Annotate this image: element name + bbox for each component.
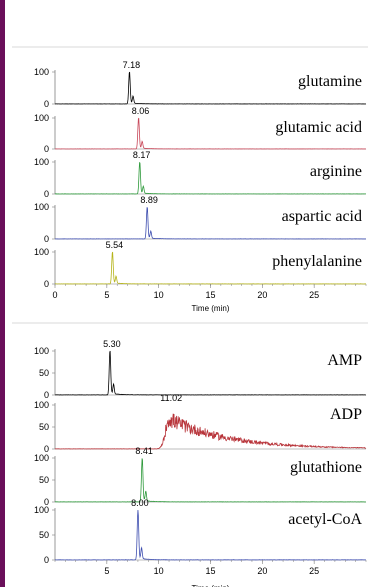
- peak-time-label: 7.18: [123, 60, 141, 70]
- panel-glutamic-acid: 0 100 8.06 glutamic acid: [34, 106, 367, 154]
- series-trace: [54, 458, 367, 503]
- y-tick-label: 50: [39, 530, 49, 540]
- panel-glutamine: 0 100 7.18 glutamine: [34, 60, 367, 109]
- compound-name-label: phenylalanine: [272, 253, 362, 270]
- compound-name-label: acetyl-CoA: [288, 511, 362, 528]
- x-tick-label: 25: [309, 290, 319, 300]
- x-tick-label: 15: [205, 566, 215, 576]
- series-trace: [54, 207, 367, 240]
- y-tick-label: 50: [39, 422, 49, 432]
- panel-arginine: 0 100 8.17 arginine: [34, 150, 366, 199]
- series-trace: [54, 350, 367, 396]
- y-tick-label: 100: [34, 67, 49, 77]
- compound-name-label: ADP: [330, 406, 362, 423]
- y-tick-label: 100: [34, 505, 49, 515]
- panel-aspartic-acid: 0 100 8.89 aspartic acid: [34, 195, 367, 244]
- nucleotide-chromatograms: 0501005.30AMP05010011.02ADP0501008.41glu…: [34, 339, 367, 587]
- y-tick-label: 0: [44, 144, 49, 154]
- compound-name-label: arginine: [310, 163, 362, 180]
- y-tick-label: 0: [44, 555, 49, 565]
- y-tick-label: 0: [44, 189, 49, 199]
- peak-time-label: 8.06: [132, 106, 150, 116]
- series-trace: [54, 117, 367, 150]
- compound-name-label: glutamic acid: [275, 119, 362, 136]
- x-tick-label: 5: [104, 290, 109, 300]
- y-tick-label: 0: [44, 234, 49, 244]
- y-tick-label: 100: [34, 400, 49, 410]
- peak-time-label: 8.00: [131, 498, 149, 508]
- series-trace: [54, 509, 367, 561]
- y-tick-label: 100: [34, 247, 49, 257]
- compound-name-label: glutamine: [298, 73, 362, 90]
- series-trace: [54, 251, 367, 285]
- peak-time-label: 8.89: [140, 195, 158, 205]
- y-tick-label: 100: [34, 453, 49, 463]
- series-trace: [54, 71, 367, 105]
- left-accent-bar: [0, 0, 5, 587]
- x-axis: 0 5 10 15 20 25 Time (min): [52, 284, 367, 313]
- y-tick-label: 50: [39, 475, 49, 485]
- y-tick-label: 0: [44, 279, 49, 289]
- panel-adp: 0 50 100 11.02 ADP: [34, 393, 367, 454]
- panel-phenylalanine: 0 100 5.54 phenylalanine: [34, 240, 367, 289]
- peak-time-label: 5.54: [106, 240, 124, 250]
- x-tick-label: 10: [154, 290, 164, 300]
- peak-time-label: 5.30: [103, 339, 121, 349]
- x-tick-label: 10: [154, 566, 164, 576]
- y-tick-label: 100: [34, 346, 49, 356]
- peak-time-label: 8.41: [135, 446, 153, 456]
- y-tick-label: 0: [44, 99, 49, 109]
- y-tick-label: 50: [39, 368, 49, 378]
- panel-glutathione: 0 50 100 8.41 glutathione: [34, 446, 367, 507]
- peak-time-label: 8.17: [133, 150, 151, 160]
- x-tick-label: 25: [309, 566, 319, 576]
- x-tick-label: 20: [257, 290, 267, 300]
- x-tick-label: 15: [205, 290, 215, 300]
- series-trace: [54, 413, 367, 450]
- x-axis-title: Time (min): [192, 304, 230, 313]
- compound-name-label: glutathione: [290, 459, 362, 476]
- x-tick-label: 20: [257, 566, 267, 576]
- panel-amp: 0 50 100 5.30 AMP: [34, 339, 367, 400]
- y-tick-label: 0: [44, 497, 49, 507]
- panel-acetyl-coa: 0 50 100 8.00 acetyl-CoA: [34, 498, 367, 565]
- x-tick-label: 5: [104, 566, 109, 576]
- x-tick-label: 0: [52, 290, 57, 300]
- y-tick-label: 100: [34, 113, 49, 123]
- compound-name-label: AMP: [327, 352, 362, 369]
- y-tick-label: 100: [34, 157, 49, 167]
- y-tick-label: 0: [44, 390, 49, 400]
- x-axis: 5 10 15 20 25 Time (min): [54, 560, 367, 587]
- compound-name-label: aspartic acid: [282, 208, 362, 225]
- peak-time-label: 11.02: [160, 393, 182, 403]
- x-axis-title: Time (min): [192, 584, 230, 587]
- series-trace: [54, 162, 366, 195]
- y-tick-label: 0: [44, 444, 49, 454]
- y-tick-label: 100: [34, 202, 49, 212]
